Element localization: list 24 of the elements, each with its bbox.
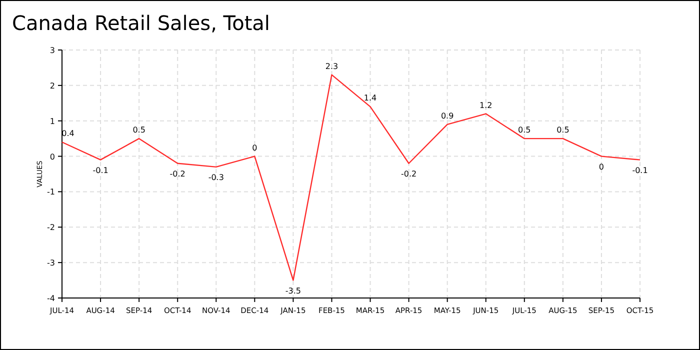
data-label: -0.1 <box>632 166 648 175</box>
data-label: -3.5 <box>285 286 302 296</box>
data-label: -0.2 <box>400 169 417 178</box>
data-label: 2.3 <box>325 62 338 71</box>
y-tick-label: -4 <box>47 294 55 303</box>
data-label: 0.5 <box>518 126 531 135</box>
data-label: 0 <box>598 162 604 172</box>
y-tick-label: -1 <box>47 188 55 197</box>
y-tick-label: 2 <box>50 81 55 90</box>
data-label: -0.2 <box>170 169 186 178</box>
y-tick-label: 1 <box>50 116 55 126</box>
data-label: 0.5 <box>556 126 570 135</box>
data-label: 0 <box>252 143 258 152</box>
data-label: 1.4 <box>364 94 377 103</box>
y-tick-label: 3 <box>50 46 55 55</box>
data-label: 0.5 <box>132 126 146 135</box>
chart-title: Canada Retail Sales, Total <box>12 11 270 35</box>
y-tick-label: -2 <box>47 223 55 232</box>
y-tick-label: -3 <box>47 258 55 268</box>
data-label: -0.3 <box>208 172 224 182</box>
data-label: 1.2 <box>480 100 492 110</box>
data-label: -0.1 <box>92 166 108 175</box>
data-label: 0.9 <box>440 111 454 120</box>
y-tick-label: 0 <box>50 152 55 162</box>
